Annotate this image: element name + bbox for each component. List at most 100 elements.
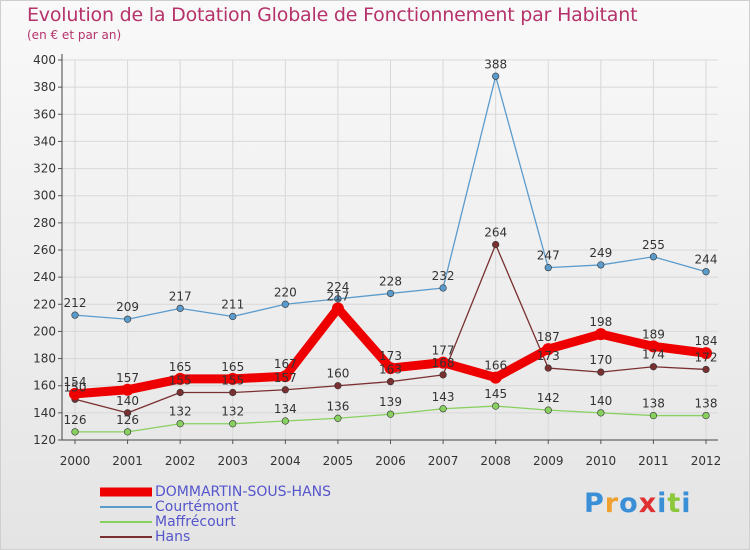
- x-tick-label: 2008: [480, 454, 511, 468]
- y-tick-label: 340: [33, 134, 56, 148]
- data-label: 255: [642, 238, 665, 252]
- data-point: [226, 372, 239, 385]
- data-point: [597, 368, 605, 376]
- data-label: 167: [274, 357, 297, 371]
- logo-letter: t: [667, 488, 682, 519]
- data-label: 212: [64, 296, 87, 310]
- x-tick-label: 2011: [638, 454, 669, 468]
- y-tick-label: 200: [33, 324, 56, 338]
- y-tick-label: 320: [33, 162, 56, 176]
- y-tick-label: 140: [33, 406, 56, 420]
- data-point: [123, 409, 132, 417]
- data-label: 126: [116, 413, 139, 427]
- data-label: 264: [484, 226, 507, 240]
- data-point: [281, 386, 289, 394]
- data-point: [702, 411, 710, 420]
- data-point: [176, 420, 184, 428]
- data-label: 126: [64, 413, 87, 427]
- legend-label-maffrecourt: Maffrécourt: [155, 514, 236, 530]
- data-label: 228: [379, 274, 402, 288]
- data-point: [492, 72, 500, 80]
- x-tick-label: 2006: [375, 454, 406, 468]
- data-label: 173: [379, 349, 402, 363]
- data-point: [439, 284, 447, 292]
- logo-letter: o: [619, 488, 639, 519]
- x-tick-label: 2003: [217, 454, 248, 468]
- y-tick-label: 280: [33, 216, 56, 230]
- data-point: [439, 405, 447, 413]
- data-label: 170: [589, 353, 612, 367]
- y-tick-label: 400: [33, 53, 56, 67]
- data-label: 136: [326, 399, 349, 413]
- legend-label-hans: Hans: [155, 529, 191, 545]
- data-label: 150: [64, 380, 87, 394]
- data-label: 168: [432, 356, 455, 370]
- data-point: [492, 402, 500, 410]
- x-tick-label: 2009: [533, 454, 564, 468]
- data-point: [597, 409, 605, 417]
- logo-letter: P: [584, 488, 605, 519]
- x-tick-label: 2010: [586, 454, 617, 468]
- data-label: 177: [432, 344, 455, 358]
- data-point: [492, 240, 500, 249]
- data-label: 187: [537, 330, 560, 344]
- data-point: [700, 347, 712, 360]
- x-tick-label: 2005: [323, 454, 354, 468]
- data-point: [386, 378, 395, 386]
- data-point: [334, 295, 342, 303]
- data-label: 165: [221, 360, 244, 374]
- data-label: 211: [221, 298, 244, 312]
- data-point: [386, 410, 395, 418]
- x-tick-label: 2012: [691, 454, 722, 468]
- data-point: [702, 268, 710, 276]
- data-point: [542, 343, 555, 356]
- legend-label-courtemont: Courtémont: [155, 499, 239, 515]
- data-label: 166: [484, 359, 507, 373]
- data-label: 160: [326, 367, 349, 381]
- data-point: [489, 371, 502, 384]
- data-label: 232: [432, 269, 455, 283]
- data-label: 157: [274, 371, 297, 385]
- data-point: [281, 417, 289, 425]
- data-label: 143: [432, 390, 455, 404]
- legend-swatches: [100, 487, 152, 538]
- data-point: [334, 382, 342, 390]
- data-label: 157: [116, 371, 139, 385]
- data-point: [121, 383, 134, 396]
- x-tick-label: 2002: [165, 454, 196, 468]
- data-label: 209: [116, 300, 139, 314]
- logo-letter: i: [657, 488, 668, 519]
- data-label: 174: [642, 348, 665, 362]
- data-label: 140: [589, 394, 612, 408]
- data-point: [544, 264, 552, 272]
- data-labels-layer: 154 157 165 165 167 217 173 177 166 187 198 189 184 2…: [64, 57, 718, 427]
- data-point: [649, 411, 658, 420]
- data-label: 249: [589, 246, 612, 260]
- data-point: [334, 414, 342, 422]
- data-label: 154: [64, 375, 87, 389]
- data-label: 217: [326, 289, 349, 303]
- data-point: [229, 312, 237, 321]
- x-tick-label: 2001: [112, 454, 143, 468]
- x-tick-label: 2007: [428, 454, 459, 468]
- series-layer: [69, 72, 712, 436]
- data-point: [384, 362, 397, 375]
- y-tick-label: 380: [33, 80, 56, 94]
- data-point: [71, 311, 79, 319]
- data-label: 155: [221, 374, 244, 388]
- data-point: [229, 388, 237, 397]
- y-tick-label: 300: [33, 189, 56, 203]
- data-label: 217: [169, 289, 192, 303]
- y-tick-label: 160: [33, 379, 56, 393]
- series-dommartin-sous-hans: [69, 302, 712, 400]
- data-label: 189: [642, 327, 665, 341]
- data-point: [649, 253, 658, 261]
- y-tick-label: 360: [33, 107, 56, 121]
- chart-title: Evolution de la Dotation Globale de Fonc…: [27, 4, 638, 26]
- data-point: [279, 370, 292, 383]
- logo-letter: r: [604, 488, 620, 519]
- data-point: [331, 302, 344, 315]
- x-tick-label: 2004: [270, 454, 301, 468]
- proxiti-logo: Proxiti: [584, 488, 692, 519]
- data-label: 155: [169, 374, 192, 388]
